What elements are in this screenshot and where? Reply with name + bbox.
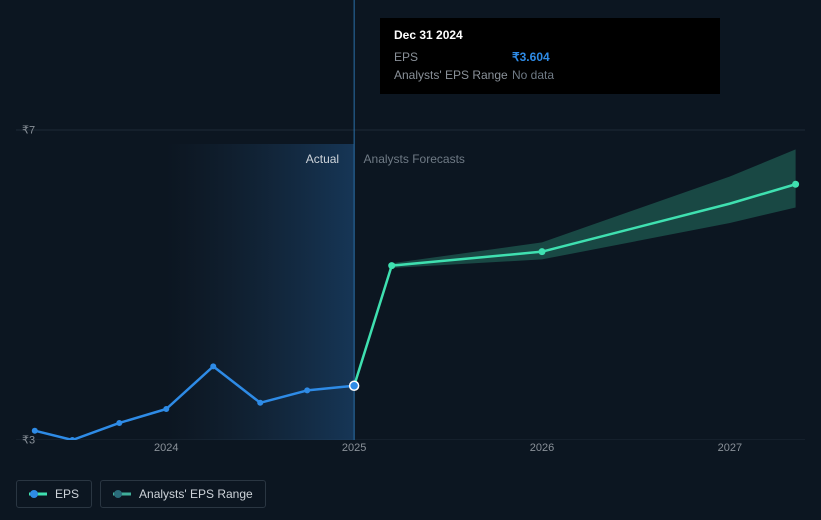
x-axis-label: 2025 [342, 442, 366, 454]
y-axis-label: ₹7 [22, 124, 35, 137]
x-axis-label: 2026 [530, 442, 554, 454]
legend-swatch-icon [29, 489, 47, 499]
region-label-forecast: Analysts Forecasts [364, 152, 465, 166]
legend-label: Analysts' EPS Range [139, 487, 253, 501]
tooltip-date: Dec 31 2024 [394, 28, 706, 42]
tooltip-value: No data [512, 68, 554, 82]
tooltip-row-eps: EPS ₹3.604 [394, 48, 706, 66]
legend-item-range[interactable]: Analysts' EPS Range [100, 480, 266, 508]
legend-item-eps[interactable]: EPS [16, 480, 92, 508]
x-axis-label: 2024 [154, 442, 178, 454]
tooltip: Dec 31 2024 EPS ₹3.604 Analysts' EPS Ran… [380, 18, 720, 94]
tooltip-key: EPS [394, 50, 512, 64]
region-label-actual: Actual [306, 152, 339, 166]
tooltip-value: ₹3.604 [512, 50, 550, 64]
tooltip-row-range: Analysts' EPS Range No data [394, 66, 706, 84]
tooltip-key: Analysts' EPS Range [394, 68, 512, 82]
legend-swatch-icon [113, 489, 131, 499]
y-axis-label: ₹3 [22, 434, 35, 447]
legend: EPS Analysts' EPS Range [16, 480, 266, 508]
x-axis-label: 2027 [718, 442, 742, 454]
legend-label: EPS [55, 487, 79, 501]
